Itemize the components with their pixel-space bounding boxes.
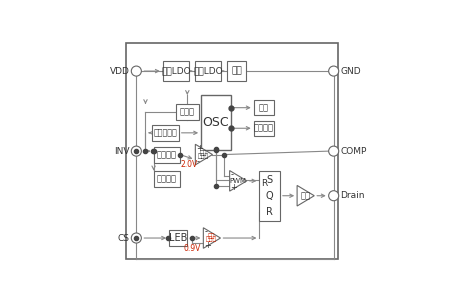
- Text: 2.0V: 2.0V: [181, 160, 198, 169]
- Text: -: -: [196, 157, 199, 166]
- Circle shape: [329, 191, 339, 201]
- Text: 采样时间: 采样时间: [157, 174, 177, 183]
- Circle shape: [131, 66, 141, 76]
- Text: Q: Q: [266, 191, 273, 201]
- Text: INV: INV: [114, 147, 129, 156]
- Bar: [169, 230, 187, 246]
- Bar: [154, 146, 180, 162]
- Text: 0.9V: 0.9V: [183, 244, 201, 253]
- Text: VDD: VDD: [110, 67, 129, 76]
- Bar: [227, 61, 246, 81]
- Bar: [195, 61, 221, 81]
- Circle shape: [329, 146, 339, 156]
- Bar: [154, 170, 180, 187]
- Text: Drain: Drain: [340, 191, 365, 200]
- Polygon shape: [203, 228, 220, 248]
- Text: CS: CS: [117, 233, 129, 243]
- Text: +: +: [230, 184, 238, 192]
- Text: 比较器: 比较器: [206, 237, 217, 242]
- Bar: [254, 121, 274, 136]
- Text: LEB: LEB: [169, 233, 187, 243]
- Text: GND: GND: [340, 67, 361, 76]
- Polygon shape: [297, 185, 314, 206]
- Circle shape: [329, 66, 339, 76]
- Text: -: -: [204, 228, 207, 236]
- Text: OSC: OSC: [202, 116, 229, 129]
- Bar: [163, 61, 189, 81]
- Text: 偏置: 偏置: [231, 67, 242, 76]
- Circle shape: [131, 146, 141, 156]
- Text: -: -: [230, 170, 234, 179]
- Text: 误差: 误差: [200, 150, 207, 156]
- Text: COMP: COMP: [340, 147, 367, 156]
- Text: 抖频: 抖频: [259, 103, 269, 112]
- Text: +: +: [196, 144, 203, 153]
- Text: +: +: [204, 241, 211, 249]
- Text: R: R: [266, 207, 273, 217]
- Text: 基准LDO: 基准LDO: [193, 67, 223, 76]
- Text: 软启动: 软启动: [180, 108, 195, 117]
- Circle shape: [131, 233, 141, 243]
- Text: 电感补偿: 电感补偿: [254, 124, 274, 133]
- Bar: [201, 95, 231, 150]
- Text: 高压LDO: 高压LDO: [161, 67, 191, 76]
- Text: 采样保持: 采样保持: [157, 150, 177, 159]
- Text: 电流: 电流: [208, 234, 215, 239]
- Text: 放大器: 放大器: [198, 153, 209, 159]
- Text: 驱动: 驱动: [300, 191, 310, 200]
- Text: S: S: [266, 175, 273, 185]
- Text: 线压降补偿: 线压降补偿: [154, 128, 177, 137]
- Bar: [153, 125, 179, 141]
- Bar: [254, 100, 274, 115]
- Bar: [176, 104, 199, 120]
- Polygon shape: [195, 144, 213, 165]
- Text: PWM: PWM: [229, 178, 246, 184]
- Text: R: R: [261, 178, 267, 188]
- Polygon shape: [229, 170, 247, 191]
- Bar: [260, 170, 280, 221]
